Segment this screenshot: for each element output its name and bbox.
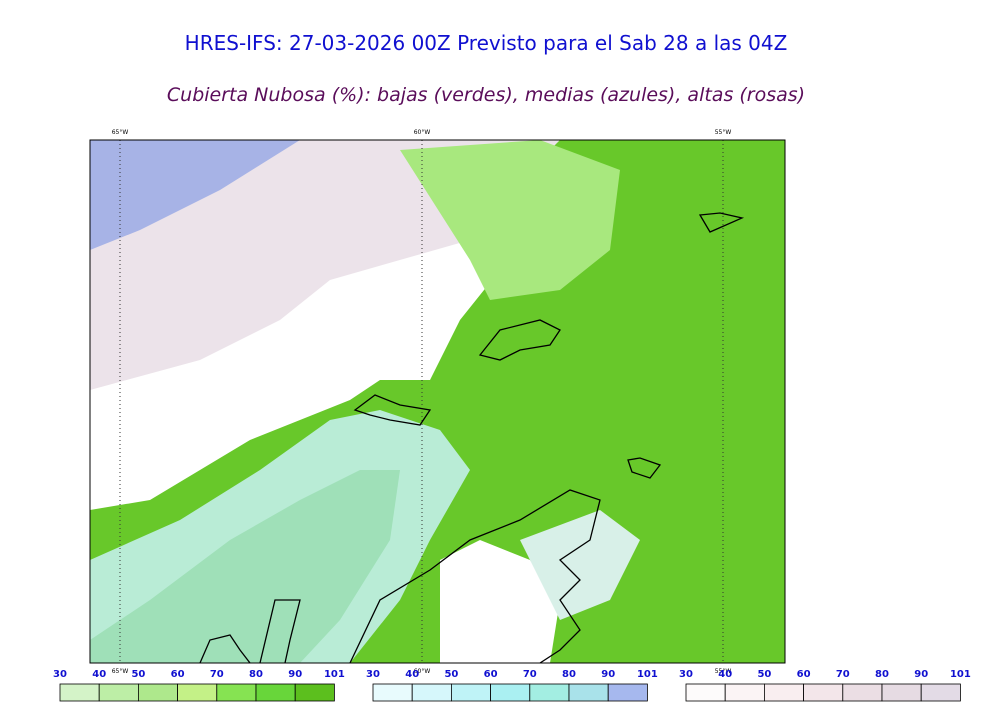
legend-label: 40	[718, 669, 732, 680]
legend-label: 30	[679, 669, 693, 680]
coastline	[627, 457, 662, 479]
legend-label: 90	[288, 669, 302, 680]
legend-label: 70	[836, 669, 850, 680]
legend-swatch	[724, 683, 765, 702]
legend-swatch	[177, 683, 218, 702]
legend-swatch	[59, 683, 100, 702]
legend-swatch	[450, 683, 491, 702]
coastline	[349, 489, 601, 663]
legend-swatch	[372, 683, 413, 702]
cloud-low-light	[400, 140, 620, 300]
legend-label: 40	[405, 669, 419, 680]
legend-label: 80	[249, 669, 263, 680]
legend-label: 80	[562, 669, 576, 680]
lon-label: 60°W	[414, 129, 431, 136]
lon-label: 65°W	[112, 129, 129, 136]
legend-swatch	[216, 683, 257, 702]
legend-swatch	[490, 683, 531, 702]
coastline	[353, 394, 432, 426]
legend-swatch	[920, 683, 961, 702]
legend-label: 30	[53, 669, 67, 680]
title: HRES-IFS: 27-03-2026 00Z Previsto para e…	[185, 31, 788, 55]
clear-sky	[90, 240, 500, 510]
legend-swatch	[137, 683, 178, 702]
legend-label: 101	[950, 669, 971, 680]
lon-label: 55°W	[715, 668, 732, 675]
legend-swatch	[881, 683, 922, 702]
coastline	[259, 599, 301, 663]
legend-label: 70	[210, 669, 224, 680]
legend-swatch	[568, 683, 609, 702]
lon-label: 60°W	[414, 668, 431, 675]
legend-swatch	[607, 683, 648, 702]
clear-sky-south	[440, 540, 560, 663]
legend-label: 90	[601, 669, 615, 680]
legend-label: 101	[637, 669, 658, 680]
legend-label: 70	[523, 669, 537, 680]
map: 65°W 60°W 55°W 65°W 60°W 55°W	[89, 129, 786, 675]
legend-label: 30	[366, 669, 380, 680]
legend-label: 60	[484, 669, 498, 680]
coastline	[698, 212, 745, 233]
cloud-mid-south	[520, 510, 640, 620]
coastline	[478, 319, 561, 361]
legend-swatch	[842, 683, 883, 702]
legend-swatch	[685, 683, 726, 702]
subtitle: Cubierta Nubosa (%): bajas (verdes), med…	[167, 84, 805, 106]
cloud-mix	[90, 470, 400, 663]
legend-label: 60	[797, 669, 811, 680]
map-frame	[89, 139, 786, 664]
legend-label: 40	[92, 669, 106, 680]
legend-swatch	[411, 683, 452, 702]
legend-swatch	[98, 683, 139, 702]
legend-label: 80	[875, 669, 889, 680]
legend-label: 50	[757, 669, 771, 680]
legend-swatch	[803, 683, 844, 702]
legend-swatch	[294, 683, 335, 702]
cloud-high-dense	[90, 140, 300, 250]
legend-label: 50	[444, 669, 458, 680]
lon-label: 55°W	[715, 129, 732, 136]
legend-swatch	[764, 683, 805, 702]
lon-label: 65°W	[112, 668, 129, 675]
legend-label: 50	[131, 669, 145, 680]
legend-label: 60	[171, 669, 185, 680]
legend-label: 101	[324, 669, 345, 680]
legend-swatch	[255, 683, 296, 702]
legend-swatch	[529, 683, 570, 702]
coastline	[199, 634, 251, 663]
legend-label: 90	[914, 669, 928, 680]
legends: 30 40 50 60 70 80 90 101 30 40 50 60 70 80 90 101 30 40 50…	[53, 669, 971, 702]
